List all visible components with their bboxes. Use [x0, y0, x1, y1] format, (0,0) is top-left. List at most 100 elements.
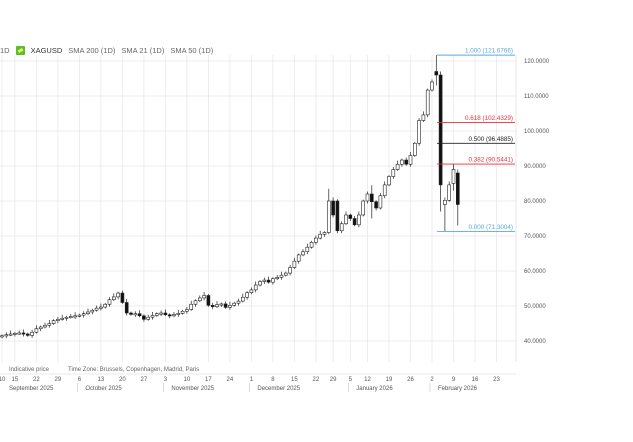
candle-body-up: [189, 303, 193, 310]
candle-body-down: [223, 303, 228, 308]
candle: [94, 305, 99, 312]
candle-body-up: [322, 232, 327, 235]
candle: [387, 175, 391, 187]
candle-body-up: [258, 281, 262, 286]
candle: [417, 118, 421, 146]
candle: [245, 291, 249, 300]
x-day-label: 6: [78, 377, 82, 383]
candle-body-up: [172, 314, 176, 317]
candle-body-up: [176, 313, 181, 315]
candle-body-up: [309, 242, 314, 248]
candle: [296, 253, 301, 264]
candle: [326, 188, 331, 235]
candle: [150, 311, 155, 320]
indicator-sma-50[interactable]: SMA 50 (1D): [170, 45, 214, 55]
interval-label[interactable]: 1D: [0, 45, 10, 55]
candle-body-up: [412, 142, 417, 156]
candle: [438, 71, 443, 212]
candle: [193, 299, 198, 307]
candle: [219, 302, 224, 308]
candle-body-up: [236, 300, 241, 304]
candle-body-down: [210, 304, 215, 307]
candle-body-up: [262, 279, 267, 282]
candle-body-up: [301, 251, 305, 256]
x-day-label: 10: [0, 377, 6, 383]
candle-body-down: [404, 159, 409, 165]
candle-body-down: [348, 214, 353, 219]
price-note: Indicative price: [9, 367, 50, 373]
candle: [51, 319, 56, 325]
fib-level-label: 0.382 (90.5441): [469, 157, 513, 164]
candle: [369, 185, 374, 219]
candle: [206, 294, 211, 307]
candle-body-up: [0, 335, 4, 338]
candle-body-down: [335, 200, 340, 232]
candle: [283, 271, 288, 277]
candle: [210, 302, 215, 310]
candle: [180, 309, 185, 315]
candle: [425, 88, 430, 118]
candle-body-up: [17, 332, 22, 335]
x-month-label: November 2025: [171, 386, 214, 392]
candle-body-down: [352, 218, 357, 226]
candle-body-up: [90, 309, 95, 313]
x-day-label: 3: [164, 377, 168, 383]
candle-body-up: [430, 81, 434, 91]
candle: [17, 330, 22, 335]
candle: [172, 311, 176, 318]
candle-body-up: [69, 316, 73, 319]
candle-body-down: [331, 200, 335, 216]
candle-body-up: [185, 309, 189, 312]
candle: [335, 199, 340, 234]
indicator-sma-21[interactable]: SMA 21 (1D): [121, 45, 165, 55]
candle-body-up: [279, 274, 284, 278]
x-month-label: September 2025: [9, 386, 54, 392]
candle-body-up: [408, 155, 413, 165]
candle-body-up: [400, 159, 404, 165]
candle-body-up: [425, 89, 430, 116]
candle-body-up: [305, 246, 310, 253]
candle-body-up: [271, 278, 275, 283]
indicator-sma-200[interactable]: SMA 200 (1D): [68, 45, 116, 55]
candle: [382, 181, 387, 199]
candle: [361, 199, 366, 217]
candle: [232, 301, 236, 307]
y-tick-label: 70.0000: [524, 234, 546, 240]
x-day-label: 8: [271, 377, 275, 383]
candle: [258, 280, 262, 287]
x-day-label: 2: [430, 377, 434, 383]
candle: [30, 329, 34, 338]
candle: [60, 314, 65, 321]
candle-body-up: [99, 306, 103, 309]
y-tick-label: 120.0000: [524, 59, 550, 65]
candle-body-down: [369, 193, 374, 202]
candle: [25, 332, 30, 337]
candle: [266, 276, 271, 284]
candle: [314, 235, 318, 245]
symbol-label[interactable]: XAGUSD: [30, 45, 63, 55]
candle: [404, 157, 409, 166]
candle: [0, 334, 4, 339]
candle-body-up: [34, 328, 39, 333]
candle-body-up: [443, 200, 447, 205]
candle-body-up: [361, 200, 366, 216]
candle: [275, 274, 280, 281]
candle-body-up: [283, 272, 288, 276]
candle-body-down: [25, 333, 30, 336]
candle-body-up: [155, 313, 159, 316]
candle: [447, 181, 452, 202]
x-month-label: January 2026: [356, 386, 393, 392]
x-day-label: 27: [141, 377, 148, 383]
candle: [395, 160, 400, 171]
candle-body-up: [215, 304, 219, 308]
candle-body-up: [318, 233, 323, 239]
candle-body-up: [103, 303, 107, 308]
candle-body-up: [30, 331, 34, 336]
candle: [228, 301, 232, 310]
candle-body-down: [120, 292, 125, 303]
x-day-label: 20: [119, 377, 126, 383]
x-day-label: 29: [55, 377, 62, 383]
candle: [107, 297, 112, 307]
candle-body-down: [455, 172, 460, 205]
